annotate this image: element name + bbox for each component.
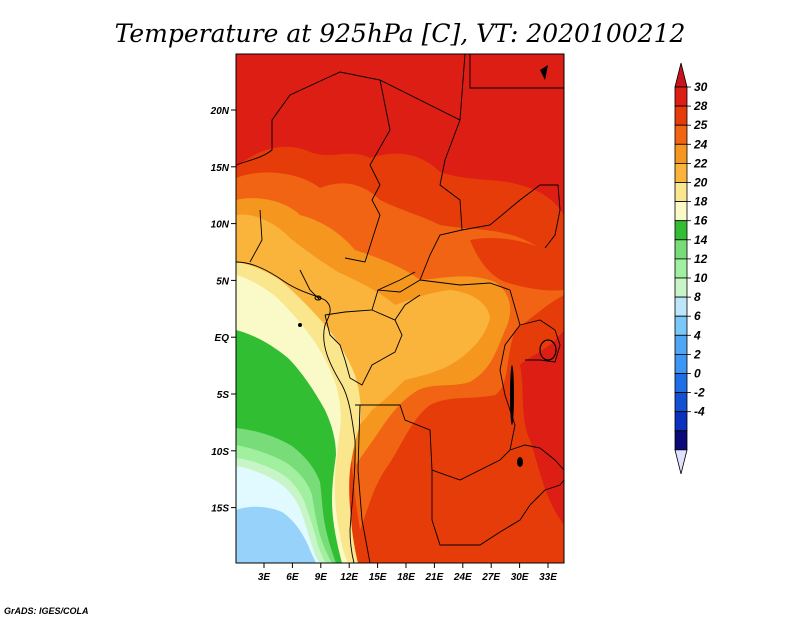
- colorbar-label: 18: [694, 195, 708, 209]
- colorbar-swatch: [674, 201, 688, 222]
- colorbar-swatch: [674, 411, 688, 432]
- colorbar-label: 2: [693, 347, 701, 361]
- lat-label: 15S: [211, 504, 229, 515]
- colorbar-label: 14: [694, 233, 708, 247]
- colorbar-label: 20: [693, 176, 708, 190]
- colorbar-swatch: [674, 162, 688, 183]
- colorbar-label: 6: [694, 309, 701, 323]
- colorbar-label: 16: [694, 214, 708, 228]
- lat-label: EQ: [215, 333, 230, 344]
- colorbar-label: 12: [694, 252, 708, 266]
- grads-credit: GrADS: IGES/COLA: [4, 606, 89, 616]
- latitude-axis: 20N 15N 10N 5N EQ 5S 10S 15S: [210, 106, 236, 515]
- colorbar-swatch: [674, 334, 688, 355]
- colorbar-label: 8: [694, 290, 701, 304]
- country-borders: [236, 54, 564, 563]
- lat-label: 5N: [216, 276, 230, 287]
- colorbar-swatch: [674, 353, 688, 374]
- colorbar-swatch: [674, 258, 688, 279]
- colorbar-swatch: [674, 220, 688, 241]
- colorbar-label: 0: [694, 367, 701, 381]
- map-frame: [235, 53, 565, 564]
- lon-label: 33E: [539, 572, 557, 583]
- colorbar-label: 24: [693, 137, 708, 151]
- longitude-axis: 3E 6E 9E 12E 15E 18E 21E 24E 27E 30E 33E: [258, 563, 557, 583]
- lat-label: 15N: [211, 163, 230, 174]
- colorbar-swatch: [674, 105, 688, 126]
- lon-label: 24E: [453, 572, 472, 583]
- colorbar-label: 10: [694, 271, 708, 285]
- colorbar-swatch: [674, 182, 688, 203]
- colorbar-swatch: [674, 143, 688, 164]
- colorbar-swatch: [674, 124, 688, 145]
- colorbar-swatch: [674, 86, 688, 107]
- field-region-22: [236, 214, 490, 430]
- colorbar-label: 22: [693, 156, 708, 170]
- lat-label: 10S: [211, 447, 229, 458]
- colorbar-label: 25: [693, 118, 708, 132]
- map-title: Temperature at 925hPa [C], VT: 202010021…: [115, 19, 686, 48]
- colorbar-swatch: [674, 296, 688, 317]
- field-region-6: [236, 506, 316, 563]
- colorbar-swatch: [674, 373, 688, 394]
- lon-label: 18E: [397, 572, 415, 583]
- colorbar-swatch: [674, 315, 688, 336]
- lon-label: 6E: [286, 572, 299, 583]
- colorbar-label: -2: [694, 386, 705, 400]
- colorbar-swatch: [674, 277, 688, 298]
- lat-label: 10N: [211, 220, 230, 231]
- lon-label: 27E: [481, 572, 500, 583]
- colorbar-top-arrow: [674, 62, 688, 88]
- colorbar-swatch: [674, 239, 688, 260]
- field-region-28-east: [470, 238, 564, 291]
- colorbar-label: -4: [694, 405, 705, 419]
- colorbar-swatch: [674, 392, 688, 413]
- lakes: [298, 65, 557, 467]
- lat-label: 5S: [217, 390, 230, 401]
- lon-label: 30E: [511, 572, 529, 583]
- lon-label: 21E: [425, 572, 444, 583]
- lon-label: 12E: [340, 572, 358, 583]
- lon-label: 15E: [369, 572, 387, 583]
- temperature-field: [236, 54, 564, 563]
- colorbar-label: 28: [693, 99, 708, 113]
- colorbar-swatch: [674, 430, 688, 451]
- colorbar-bottom-arrow: [674, 449, 688, 474]
- lon-label: 3E: [258, 572, 271, 583]
- colorbar-label: 4: [693, 328, 701, 342]
- colorbar-label: 30: [694, 80, 708, 94]
- lon-label: 9E: [315, 572, 328, 583]
- lat-label: 20N: [210, 106, 230, 117]
